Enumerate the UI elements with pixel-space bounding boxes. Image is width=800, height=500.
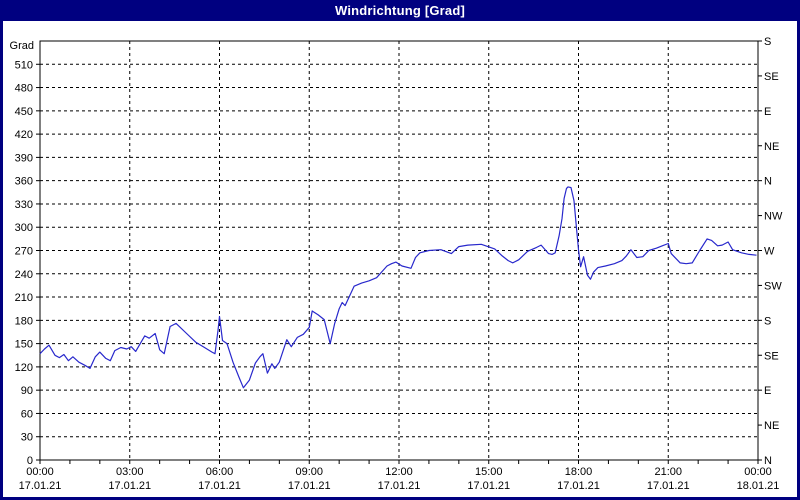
left-axis-tick-label: 30	[21, 432, 33, 444]
x-axis-time-label: 21:00	[654, 466, 682, 478]
left-axis-tick-label: 120	[15, 362, 33, 374]
wind-direction-line	[39, 186, 757, 389]
x-axis-date-label: 17.01.21	[467, 480, 510, 492]
right-axis-tick-label: E	[764, 106, 771, 118]
x-axis-date-label: 18.01.21	[737, 480, 780, 492]
x-axis-date-label: 17.01.21	[647, 480, 690, 492]
left-axis-tick-label: 180	[15, 315, 33, 327]
right-axis-tick-label: NE	[764, 141, 779, 153]
right-axis-tick-label: NE	[764, 420, 779, 432]
left-axis-tick-label: 330	[15, 199, 33, 211]
right-axis-tick-label: NW	[764, 211, 783, 223]
x-axis-time-label: 18:00	[565, 466, 593, 478]
left-axis-tick-label: 420	[15, 129, 33, 141]
right-axis-tick-label: SE	[764, 350, 779, 362]
y-axis-unit-label: Grad	[10, 40, 34, 52]
x-axis-date-label: 17.01.21	[557, 480, 600, 492]
right-axis-tick-label: N	[764, 176, 772, 188]
x-axis-date-label: 17.01.21	[378, 480, 421, 492]
left-axis-tick-label: 60	[21, 408, 33, 420]
x-axis-time-label: 00:00	[26, 466, 54, 478]
left-axis-tick-label: 240	[15, 269, 33, 281]
left-axis-tick-label: 90	[21, 385, 33, 397]
left-axis-tick-label: 300	[15, 222, 33, 234]
left-axis-tick-label: 270	[15, 246, 33, 258]
left-axis-tick-label: 210	[15, 292, 33, 304]
x-axis-time-label: 12:00	[385, 466, 413, 478]
x-axis-date-label: 17.01.21	[288, 480, 331, 492]
x-axis-time-label: 09:00	[295, 466, 323, 478]
x-axis-time-label: 06:00	[206, 466, 234, 478]
x-axis-date-label: 17.01.21	[19, 480, 62, 492]
right-axis-tick-label: SE	[764, 71, 779, 83]
right-axis-tick-label: SW	[764, 280, 782, 292]
right-axis-tick-label: E	[764, 385, 771, 397]
x-axis-time-label: 03:00	[116, 466, 144, 478]
right-axis-tick-label: N	[764, 455, 772, 467]
right-axis-tick-label: W	[764, 246, 775, 258]
x-axis-time-label: 15:00	[475, 466, 503, 478]
window-title: Windrichtung [Grad]	[0, 0, 800, 21]
x-axis-date-label: 17.01.21	[198, 480, 241, 492]
left-axis-tick-label: 510	[15, 59, 33, 71]
left-axis-tick-label: 150	[15, 339, 33, 351]
x-axis-date-label: 17.01.21	[108, 480, 151, 492]
right-axis-tick-label: S	[764, 36, 771, 48]
left-axis-tick-label: 0	[27, 455, 33, 467]
left-axis-tick-label: 390	[15, 152, 33, 164]
x-axis-time-label: 00:00	[744, 466, 772, 478]
left-axis-tick-label: 360	[15, 176, 33, 188]
left-axis-tick-label: 480	[15, 83, 33, 95]
left-axis-tick-label: 450	[15, 106, 33, 118]
right-axis-tick-label: S	[764, 315, 771, 327]
